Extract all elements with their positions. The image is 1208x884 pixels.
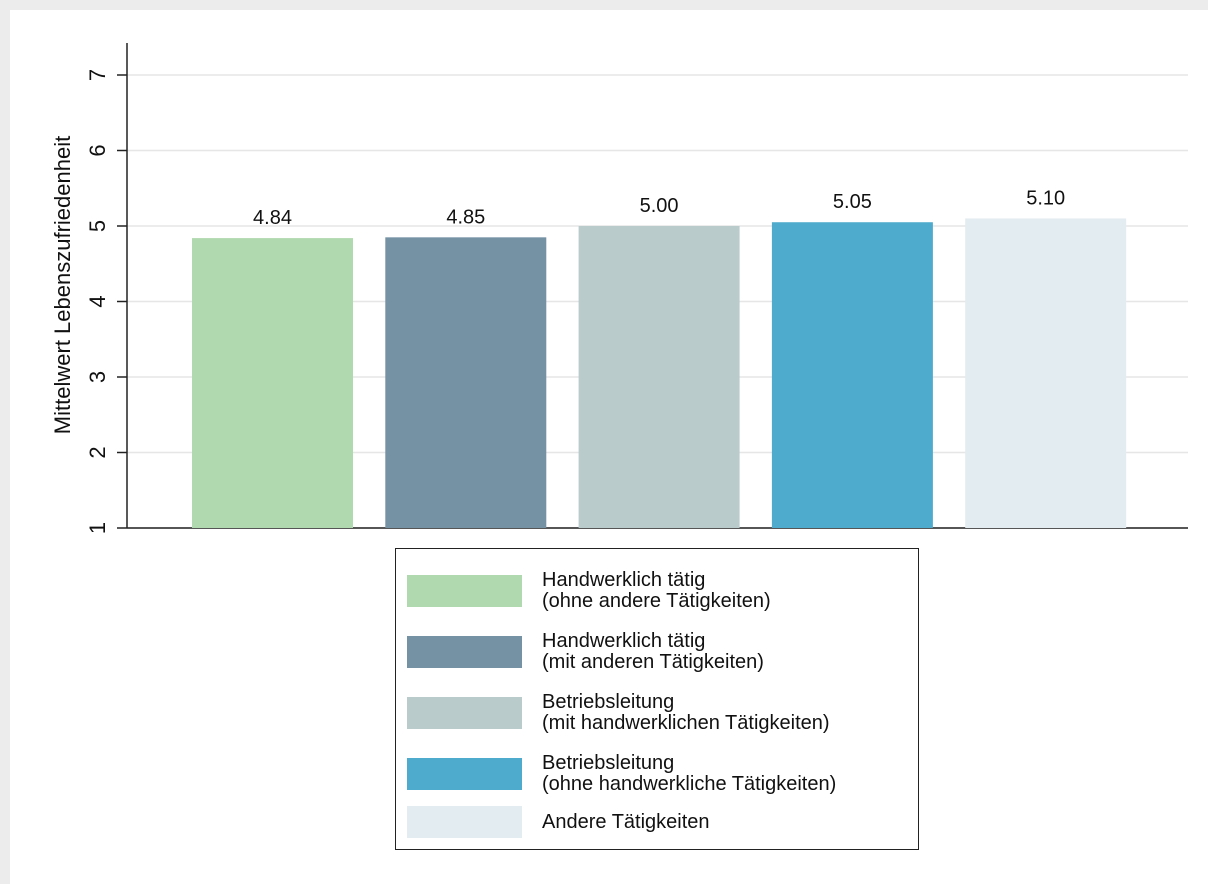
bar — [578, 226, 740, 528]
legend-entry: Andere Tätigkeiten — [407, 806, 710, 838]
legend: Handwerklich tätig (ohne andere Tätigkei… — [395, 548, 919, 850]
legend-swatch — [407, 697, 522, 729]
legend-entry: Handwerklich tätig (ohne andere Tätigkei… — [407, 570, 771, 612]
bar — [192, 238, 353, 528]
value-label: 5.00 — [640, 195, 679, 217]
legend-swatch — [407, 575, 522, 607]
y-tick-label: 6 — [85, 144, 110, 156]
legend-entry: Betriebsleitung (mit handwerklichen Täti… — [407, 692, 830, 734]
legend-label: Betriebsleitung (mit handwerklichen Täti… — [542, 691, 830, 734]
value-label: 4.85 — [446, 206, 485, 228]
legend-label: Betriebsleitung (ohne handwerkliche Täti… — [542, 752, 837, 795]
y-tick-label: 1 — [85, 522, 110, 534]
legend-label: Andere Tätigkeiten — [542, 810, 710, 833]
y-tick-label: 5 — [85, 220, 110, 232]
legend-label: Handwerklich tätig (mit anderen Tätigkei… — [542, 630, 764, 673]
y-axis-title: Mittelwert Lebenszufriedenheit — [50, 136, 75, 434]
y-tick-label: 7 — [85, 69, 110, 81]
y-tick-label: 4 — [85, 295, 110, 307]
bar — [385, 237, 547, 528]
legend-entry: Betriebsleitung (ohne handwerkliche Täti… — [407, 753, 836, 795]
value-label: 5.10 — [1026, 187, 1065, 209]
value-label: 4.84 — [253, 207, 292, 229]
legend-swatch — [407, 636, 522, 668]
y-tick-label: 2 — [85, 446, 110, 458]
value-label: 5.05 — [833, 191, 872, 213]
legend-swatch — [407, 758, 522, 790]
legend-entry: Handwerklich tätig (mit anderen Tätigkei… — [407, 631, 764, 673]
y-tick-label: 3 — [85, 371, 110, 383]
legend-label: Handwerklich tätig (ohne andere Tätigkei… — [542, 569, 771, 612]
legend-swatch — [407, 806, 522, 838]
bar — [771, 222, 933, 528]
bar — [965, 218, 1127, 528]
